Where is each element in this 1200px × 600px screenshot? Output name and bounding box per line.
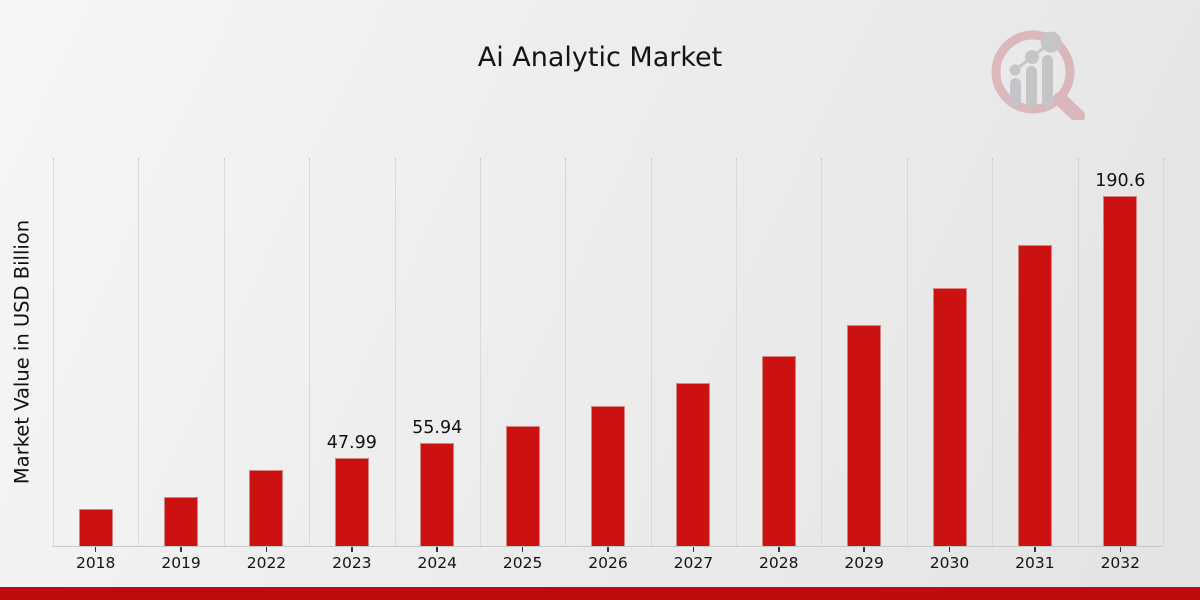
x-tick-label-2019: 2019	[161, 554, 201, 572]
x-axis-tick	[180, 547, 182, 552]
x-tick-label-2030: 2030	[929, 554, 970, 572]
gridline	[821, 158, 823, 546]
bar-2018	[78, 508, 113, 546]
bar-2027	[676, 383, 711, 546]
gridline	[565, 158, 567, 546]
x-axis-tick	[863, 547, 865, 552]
gridline	[223, 158, 225, 546]
bar-value-label-2023: 47.99	[326, 432, 377, 453]
x-tick-label-2025: 2025	[502, 554, 543, 572]
bar-2023	[334, 457, 369, 546]
bar-2031	[1017, 245, 1052, 546]
gridline	[906, 158, 908, 546]
x-tick-label-2028: 2028	[759, 554, 799, 572]
x-axis-tick	[351, 547, 353, 552]
gridline	[138, 158, 140, 546]
x-axis-tick	[778, 547, 780, 552]
bar-2028	[761, 356, 796, 546]
x-axis-tick	[948, 547, 951, 552]
x-tick-label-2026: 2026	[588, 554, 628, 572]
magnifier-bar-chart-logo-icon	[985, 25, 1095, 123]
x-tick-label-2024: 2024	[417, 554, 457, 572]
bar-2026	[591, 406, 625, 546]
x-tick-label-2023: 2023	[332, 554, 372, 572]
chart-title: Ai Analytic Market	[477, 42, 723, 73]
x-axis-tick	[94, 547, 97, 552]
x-axis-tick	[692, 547, 695, 552]
gridline	[650, 158, 652, 546]
x-axis-tick	[436, 547, 438, 552]
gridline	[309, 158, 311, 546]
x-tick-label-2018: 2018	[75, 554, 116, 572]
gridline	[53, 158, 54, 546]
x-tick-label-2027: 2027	[673, 554, 714, 572]
x-tick-label-2032: 2032	[1100, 554, 1141, 572]
bar-2030	[932, 288, 967, 546]
gridline	[992, 158, 994, 546]
bar-2024	[420, 443, 455, 546]
gridline	[479, 158, 481, 546]
bar-2022	[249, 470, 284, 546]
y-axis-label: Market Value in USD Billion	[10, 219, 34, 485]
x-axis-tick	[607, 547, 609, 552]
gridline	[394, 158, 396, 546]
x-axis-tick	[1034, 547, 1036, 552]
x-axis-tick	[521, 547, 524, 552]
x-tick-label-2029: 2029	[844, 554, 884, 572]
bar-2029	[847, 324, 882, 546]
bar-value-label-2024: 55.94	[412, 418, 463, 439]
gridline	[736, 158, 738, 546]
bar-2019	[164, 497, 199, 546]
x-axis-tick	[1119, 547, 1122, 552]
bar-2025	[505, 426, 540, 546]
plot-area: 2018 2019 2022 47.99 2023 55.94 2024 2025 2026 20…	[53, 158, 1164, 572]
x-tick-label-2022: 2022	[246, 554, 287, 572]
x-tick-label-2031: 2031	[1015, 554, 1055, 572]
x-axis-tick	[265, 547, 268, 552]
gridline	[1163, 158, 1164, 546]
bar-2032	[1103, 196, 1138, 546]
gridline	[1077, 158, 1079, 546]
bar-value-label-2032: 190.6	[1095, 171, 1146, 192]
footer-accent-bar	[0, 587, 1200, 600]
